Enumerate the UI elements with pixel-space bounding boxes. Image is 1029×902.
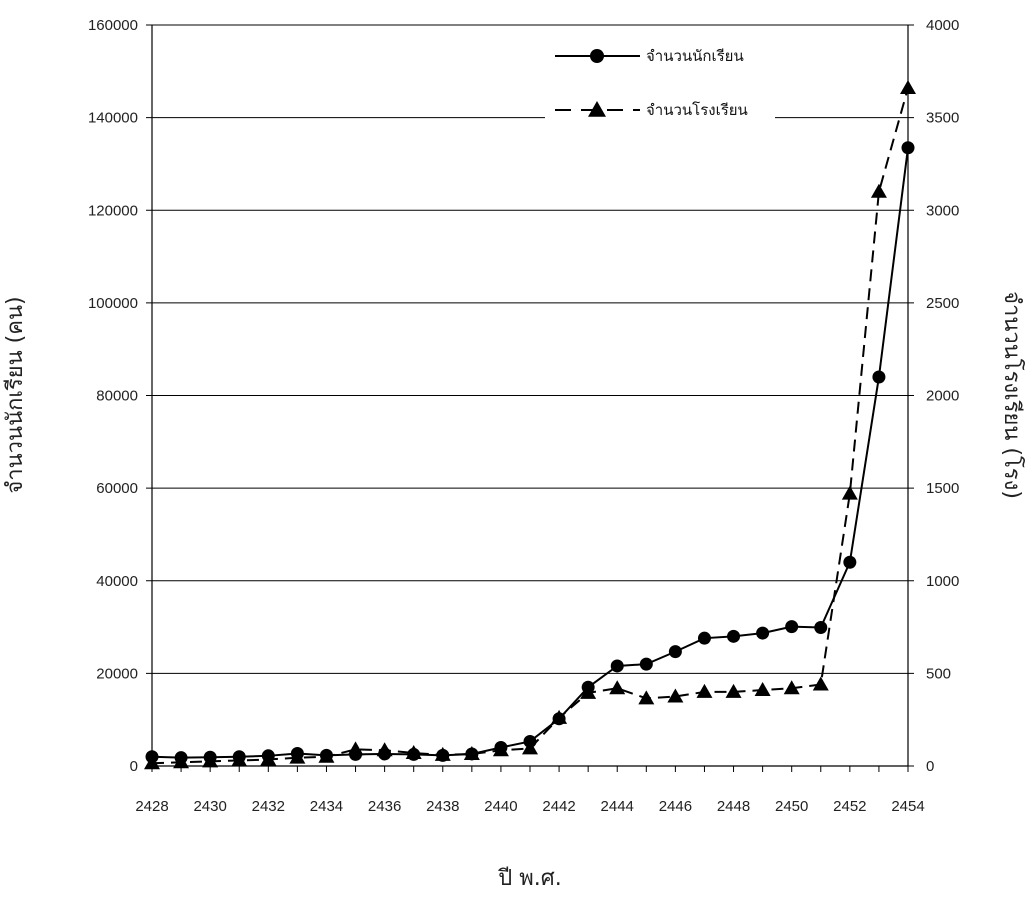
x-tick-label: 2428	[135, 798, 168, 815]
x-tick-label: 2438	[426, 798, 459, 815]
series-layer	[144, 79, 916, 770]
x-tick-label: 2436	[368, 798, 401, 815]
y-axis-left-title: จำนวนนักเรียน (คน)	[3, 296, 28, 493]
legend-label: จำนวนโรงเรียน	[646, 101, 748, 119]
data-point-school	[609, 680, 626, 695]
data-point-student	[872, 370, 886, 384]
x-tick-label: 2454	[891, 798, 924, 815]
data-point-school	[841, 485, 858, 500]
x-axis-ticks: 2428 2430 2432 2434 2436 2438 2440 2442 2444 2446…	[135, 766, 925, 815]
data-point-school	[492, 742, 509, 757]
data-point-school	[522, 740, 538, 755]
data-point-school	[231, 752, 248, 767]
data-point-school	[696, 683, 713, 698]
right-tick-label: 2000	[926, 388, 959, 405]
x-axis-title: ปี พ.ศ.	[497, 866, 562, 891]
data-point-school	[812, 676, 829, 691]
right-tick-label: 0	[926, 758, 934, 775]
x-tick-label: 2430	[193, 798, 226, 815]
data-point-student	[901, 141, 915, 155]
data-point-school	[376, 742, 393, 757]
x-tick-label: 2450	[775, 798, 808, 815]
legend-label: จำนวนนักเรียน	[646, 47, 744, 65]
grid-lines	[152, 24, 908, 674]
left-tick-label: 40000	[96, 573, 138, 590]
data-point-school	[202, 753, 219, 768]
right-tick-label: 3000	[926, 202, 959, 219]
x-tick-label: 2432	[252, 798, 285, 815]
legend-background	[545, 35, 775, 120]
right-tick-label: 1500	[926, 480, 959, 497]
left-tick-label: 60000	[96, 480, 138, 497]
left-tick-label: 120000	[88, 202, 138, 219]
left-tick-label: 20000	[96, 665, 138, 682]
series-1	[145, 141, 915, 765]
left-tick-label: 0	[130, 758, 138, 775]
x-tick-label: 2444	[601, 798, 634, 815]
left-tick-label: 160000	[88, 17, 138, 34]
legend-marker-triangle	[588, 101, 606, 117]
series-2	[144, 79, 916, 770]
right-tick-label: 1000	[926, 573, 959, 590]
axis-titles: จำนวนนักเรียน (คน) จำนวนโรงเรียน (โรง) ปี …	[3, 291, 1025, 891]
left-tick-label: 100000	[88, 295, 138, 312]
right-tick-label: 500	[926, 665, 951, 682]
data-point-student	[727, 629, 741, 643]
right-tick-label: 2500	[926, 295, 959, 312]
data-point-school	[173, 754, 190, 769]
data-point-student	[756, 626, 770, 640]
left-tick-label: 80000	[96, 388, 138, 405]
data-point-school	[405, 745, 422, 760]
x-tick-label: 2440	[484, 798, 517, 815]
x-tick-label: 2434	[310, 798, 343, 815]
data-point-school	[900, 79, 916, 94]
legend-marker-circle	[590, 49, 604, 63]
x-tick-label: 2446	[659, 798, 692, 815]
right-tick-label: 3500	[926, 110, 959, 127]
x-tick-label: 2448	[717, 798, 750, 815]
data-point-student	[814, 621, 828, 635]
right-axis-ticks: 0 500 1000 1500 2000 2500 3000 3500 4000	[908, 17, 959, 775]
data-point-student	[785, 620, 799, 634]
data-point-school	[638, 690, 655, 705]
right-tick-label: 4000	[926, 17, 959, 34]
data-point-school	[754, 682, 771, 697]
series-line-schools	[151, 87, 909, 765]
data-point-school	[318, 748, 335, 763]
data-point-school	[260, 751, 277, 766]
data-point-school	[347, 741, 364, 756]
data-point-school	[144, 755, 160, 770]
data-point-school	[580, 684, 597, 699]
data-point-school	[289, 749, 306, 764]
data-point-student	[639, 657, 653, 671]
left-tick-label: 140000	[88, 110, 138, 127]
legend: จำนวนนักเรียนจำนวนโรงเรียน	[545, 35, 775, 120]
data-point-school	[463, 745, 480, 760]
series-line-students	[151, 147, 909, 759]
left-axis-ticks: 0 20000 40000 60000 80000 100000 120000 140000 1…	[88, 17, 152, 775]
data-point-school	[725, 683, 742, 698]
data-point-student	[843, 555, 857, 569]
x-tick-label: 2442	[542, 798, 575, 815]
data-point-school	[551, 709, 568, 724]
data-point-school	[434, 746, 451, 761]
data-point-student	[697, 631, 711, 645]
data-point-school	[870, 183, 887, 198]
data-point-school	[667, 688, 684, 703]
data-point-student	[668, 645, 682, 659]
data-point-school	[783, 680, 800, 695]
y-axis-right-title: จำนวนโรงเรียน (โรง)	[999, 291, 1025, 499]
x-tick-label: 2452	[833, 798, 866, 815]
data-point-student	[610, 659, 624, 673]
